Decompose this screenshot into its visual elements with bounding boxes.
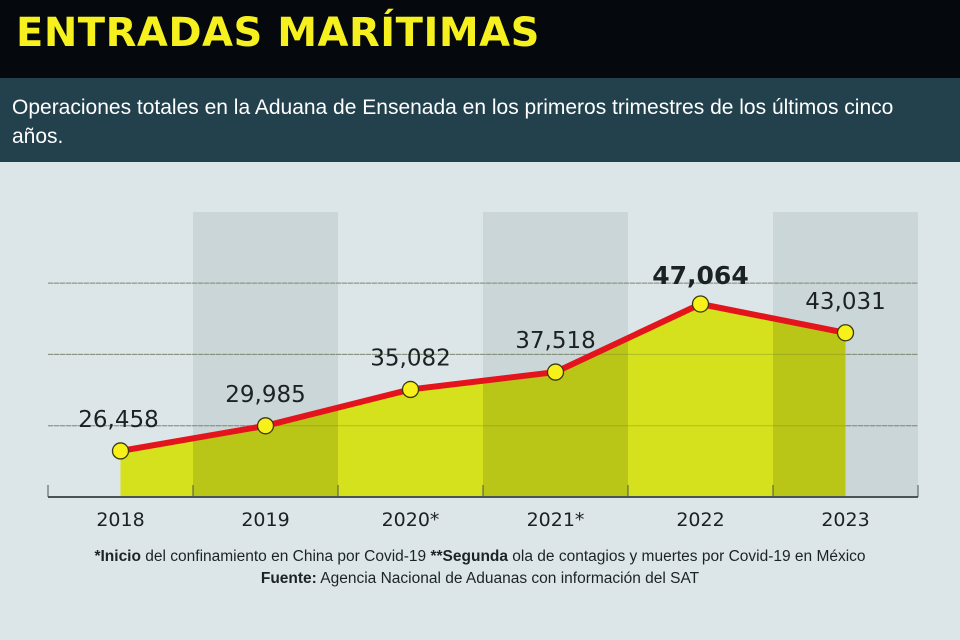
data-label: 43,031 (805, 289, 885, 315)
data-point (111, 442, 130, 460)
area-fill (120, 304, 846, 497)
footnote-note2-text: ola de contagios y muertes por Covid-19 … (508, 548, 866, 565)
footnote-source: Fuente: Agencia Nacional de Aduanas con … (0, 568, 960, 590)
data-point (256, 417, 275, 435)
chart-title: ENTRADAS MARÍTIMAS (16, 10, 540, 56)
data-label: 47,064 (652, 261, 748, 290)
footnote-notes: *Inicio del confinamiento en China por C… (0, 546, 960, 568)
footnote-note2-bold: **Segunda (430, 548, 508, 565)
source-label: Fuente: (260, 570, 317, 587)
data-label: 26,458 (78, 407, 158, 433)
data-label: 37,518 (515, 328, 595, 354)
source-text: Agencia Nacional de Aduanas con informac… (316, 570, 700, 587)
data-point (836, 324, 855, 342)
footnote-note1-text: del confinamiento en China por Covid-19 (140, 548, 431, 565)
x-tick-label: 2021* (527, 509, 585, 531)
x-tick-label: 2023 (821, 509, 869, 531)
x-tick-label: 2020* (382, 509, 440, 531)
x-tick-label: 2018 (96, 509, 144, 531)
x-tick-label: 2022 (676, 509, 724, 531)
data-label: 29,985 (225, 382, 305, 408)
data-point (691, 295, 710, 313)
footnote-note1-bold: *Inicio (94, 548, 141, 565)
footnote: *Inicio del confinamiento en China por C… (0, 546, 960, 590)
subtitle-bar: Operaciones totales en la Aduana de Ense… (0, 78, 960, 162)
area-chart: 26,458 29,985 35,082 37,518 47,064 43,031 2018… (47, 212, 919, 531)
x-tick-label: 2019 (241, 509, 289, 531)
data-label: 35,082 (370, 345, 450, 371)
chart-subtitle: Operaciones totales en la Aduana de Ense… (12, 96, 894, 148)
title-bar: ENTRADAS MARÍTIMAS (0, 0, 960, 78)
area-band-shade (773, 304, 846, 497)
data-point (546, 363, 565, 381)
data-point (401, 380, 420, 399)
series-line (119, 301, 847, 454)
